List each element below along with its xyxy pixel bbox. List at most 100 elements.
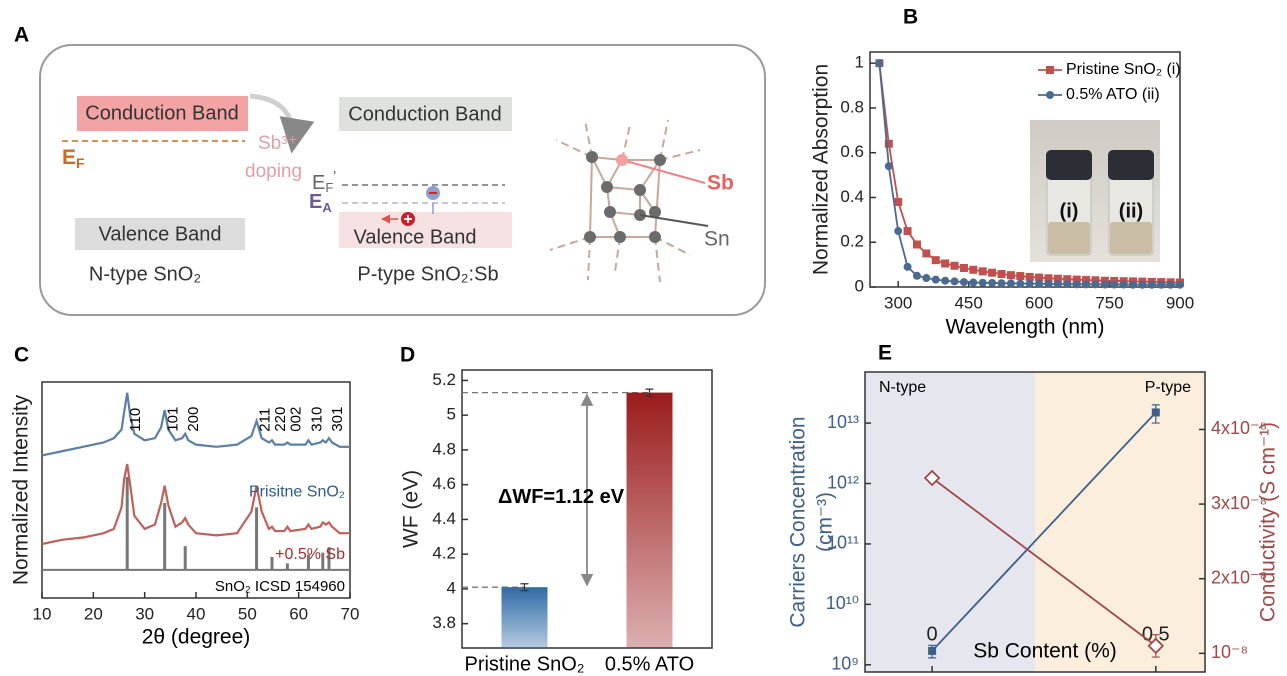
marker xyxy=(1176,280,1184,289)
y2-tick-label: 3x10⁻⁸ xyxy=(1211,493,1267,513)
marker xyxy=(1091,276,1100,285)
y-axis-label: Normalized Intensity xyxy=(10,394,33,585)
marker xyxy=(1157,280,1166,289)
marker xyxy=(1147,637,1165,655)
marker xyxy=(1035,273,1044,282)
y-tick-label: 4.8 xyxy=(432,439,456,458)
marker xyxy=(1044,279,1053,288)
x-tick-label: 750 xyxy=(1095,293,1123,312)
peak-label: 310 xyxy=(308,407,325,432)
y-tick-label: 10¹¹ xyxy=(827,533,859,553)
symbol: E xyxy=(62,146,76,169)
band-label: Valence Band xyxy=(353,226,476,248)
marker xyxy=(894,227,903,236)
y-axis-label: WF (eV) xyxy=(400,470,423,548)
y2-tick-label: 2x10⁻⁸ xyxy=(1211,567,1267,587)
marker xyxy=(931,256,940,265)
series-line xyxy=(41,463,350,546)
y2-axis-label: Conductivity (S cm⁻¹) xyxy=(1257,422,1280,622)
x-tick-label: 450 xyxy=(954,293,982,312)
x-axis-label: 2θ (degree) xyxy=(142,626,251,649)
bar xyxy=(501,587,548,648)
marker xyxy=(912,240,921,249)
panel-label: B xyxy=(903,6,918,29)
panel-a: A Conduction Band EF Sb³⁺ doping Valence… xyxy=(14,24,766,316)
y-tick-label: 4.2 xyxy=(432,544,456,563)
marker xyxy=(978,267,987,276)
legend-label: Pristine SnO₂ (i) xyxy=(1066,61,1181,78)
peak-label: 002 xyxy=(287,407,304,432)
panel-label: D xyxy=(400,344,415,367)
y-tick-label: 4.4 xyxy=(432,509,456,528)
valence-band xyxy=(339,212,512,248)
doping-label: doping xyxy=(245,161,302,182)
superscript: ' xyxy=(333,168,336,185)
peak-label: 101 xyxy=(165,407,182,432)
vial-cap xyxy=(1046,150,1092,180)
atom-label: Sn xyxy=(704,228,730,251)
band-label: Valence Band xyxy=(98,223,221,245)
marker xyxy=(1063,275,1072,284)
marker xyxy=(1129,280,1138,289)
marker xyxy=(875,59,884,68)
legend-label: 0.5% ATO (ii) xyxy=(1066,86,1160,103)
marker xyxy=(884,139,893,148)
legend-marker xyxy=(1046,66,1054,74)
marker xyxy=(1082,280,1091,289)
annotation: ΔWF=1.12 eV xyxy=(498,486,625,508)
marker xyxy=(1072,280,1081,289)
doping-arrow xyxy=(249,93,315,154)
legend-marker xyxy=(1046,91,1054,99)
marker xyxy=(1100,280,1109,289)
region xyxy=(865,372,1035,672)
x-tick-label: 300 xyxy=(884,293,912,312)
x-tick-label: 50 xyxy=(238,604,257,623)
marker xyxy=(950,277,959,286)
x-tick-label: 60 xyxy=(289,604,308,623)
marker xyxy=(941,259,950,268)
valence-band xyxy=(75,218,245,250)
inset-label: (ii) xyxy=(1119,200,1143,222)
marker xyxy=(941,276,950,285)
y2-tick-label: 10⁻⁸ xyxy=(1211,642,1248,662)
x-tick-label: 0.5% ATO xyxy=(605,653,694,675)
x-tick-label: 900 xyxy=(1166,293,1194,312)
marker xyxy=(1082,276,1091,285)
hole-sign xyxy=(404,215,412,223)
marker xyxy=(1053,274,1062,283)
panel-label: A xyxy=(14,24,29,47)
vial-liquid xyxy=(1110,222,1152,254)
band-label: Conduction Band xyxy=(348,103,501,125)
y-axis-label: (cm⁻³) xyxy=(814,492,837,552)
marker xyxy=(1091,280,1100,289)
marker xyxy=(1063,280,1072,289)
marker xyxy=(1147,280,1156,289)
acceptor-label: EA xyxy=(309,191,332,215)
inset-label: (i) xyxy=(1060,200,1079,222)
plot-frame xyxy=(461,369,713,649)
symbol: E xyxy=(309,191,322,213)
panel-label: C xyxy=(14,344,29,367)
marker xyxy=(1138,280,1147,289)
y-tick-label: 0.8 xyxy=(840,97,864,116)
marker xyxy=(959,278,968,287)
marker xyxy=(1016,279,1025,288)
sb-pointer xyxy=(621,159,706,184)
band-label: Conduction Band xyxy=(85,102,238,124)
atom-label: Sb xyxy=(707,172,734,195)
sn-pointer xyxy=(639,214,709,227)
marker xyxy=(1025,272,1034,281)
reference-label: SnO₂ ICSD 154960 xyxy=(215,578,345,595)
subscript: A xyxy=(322,200,332,215)
x-tick-label: 0 xyxy=(927,623,938,645)
marker xyxy=(1166,280,1175,289)
x-tick-label: Pristine SnO₂ xyxy=(464,653,584,675)
caption: N-type SnO₂ xyxy=(89,263,201,285)
series-label: Prisitne SnO₂ xyxy=(249,483,345,500)
x-tick-label: 10 xyxy=(33,604,52,623)
marker xyxy=(969,265,978,274)
marker xyxy=(912,271,921,280)
error-bar xyxy=(645,388,654,397)
